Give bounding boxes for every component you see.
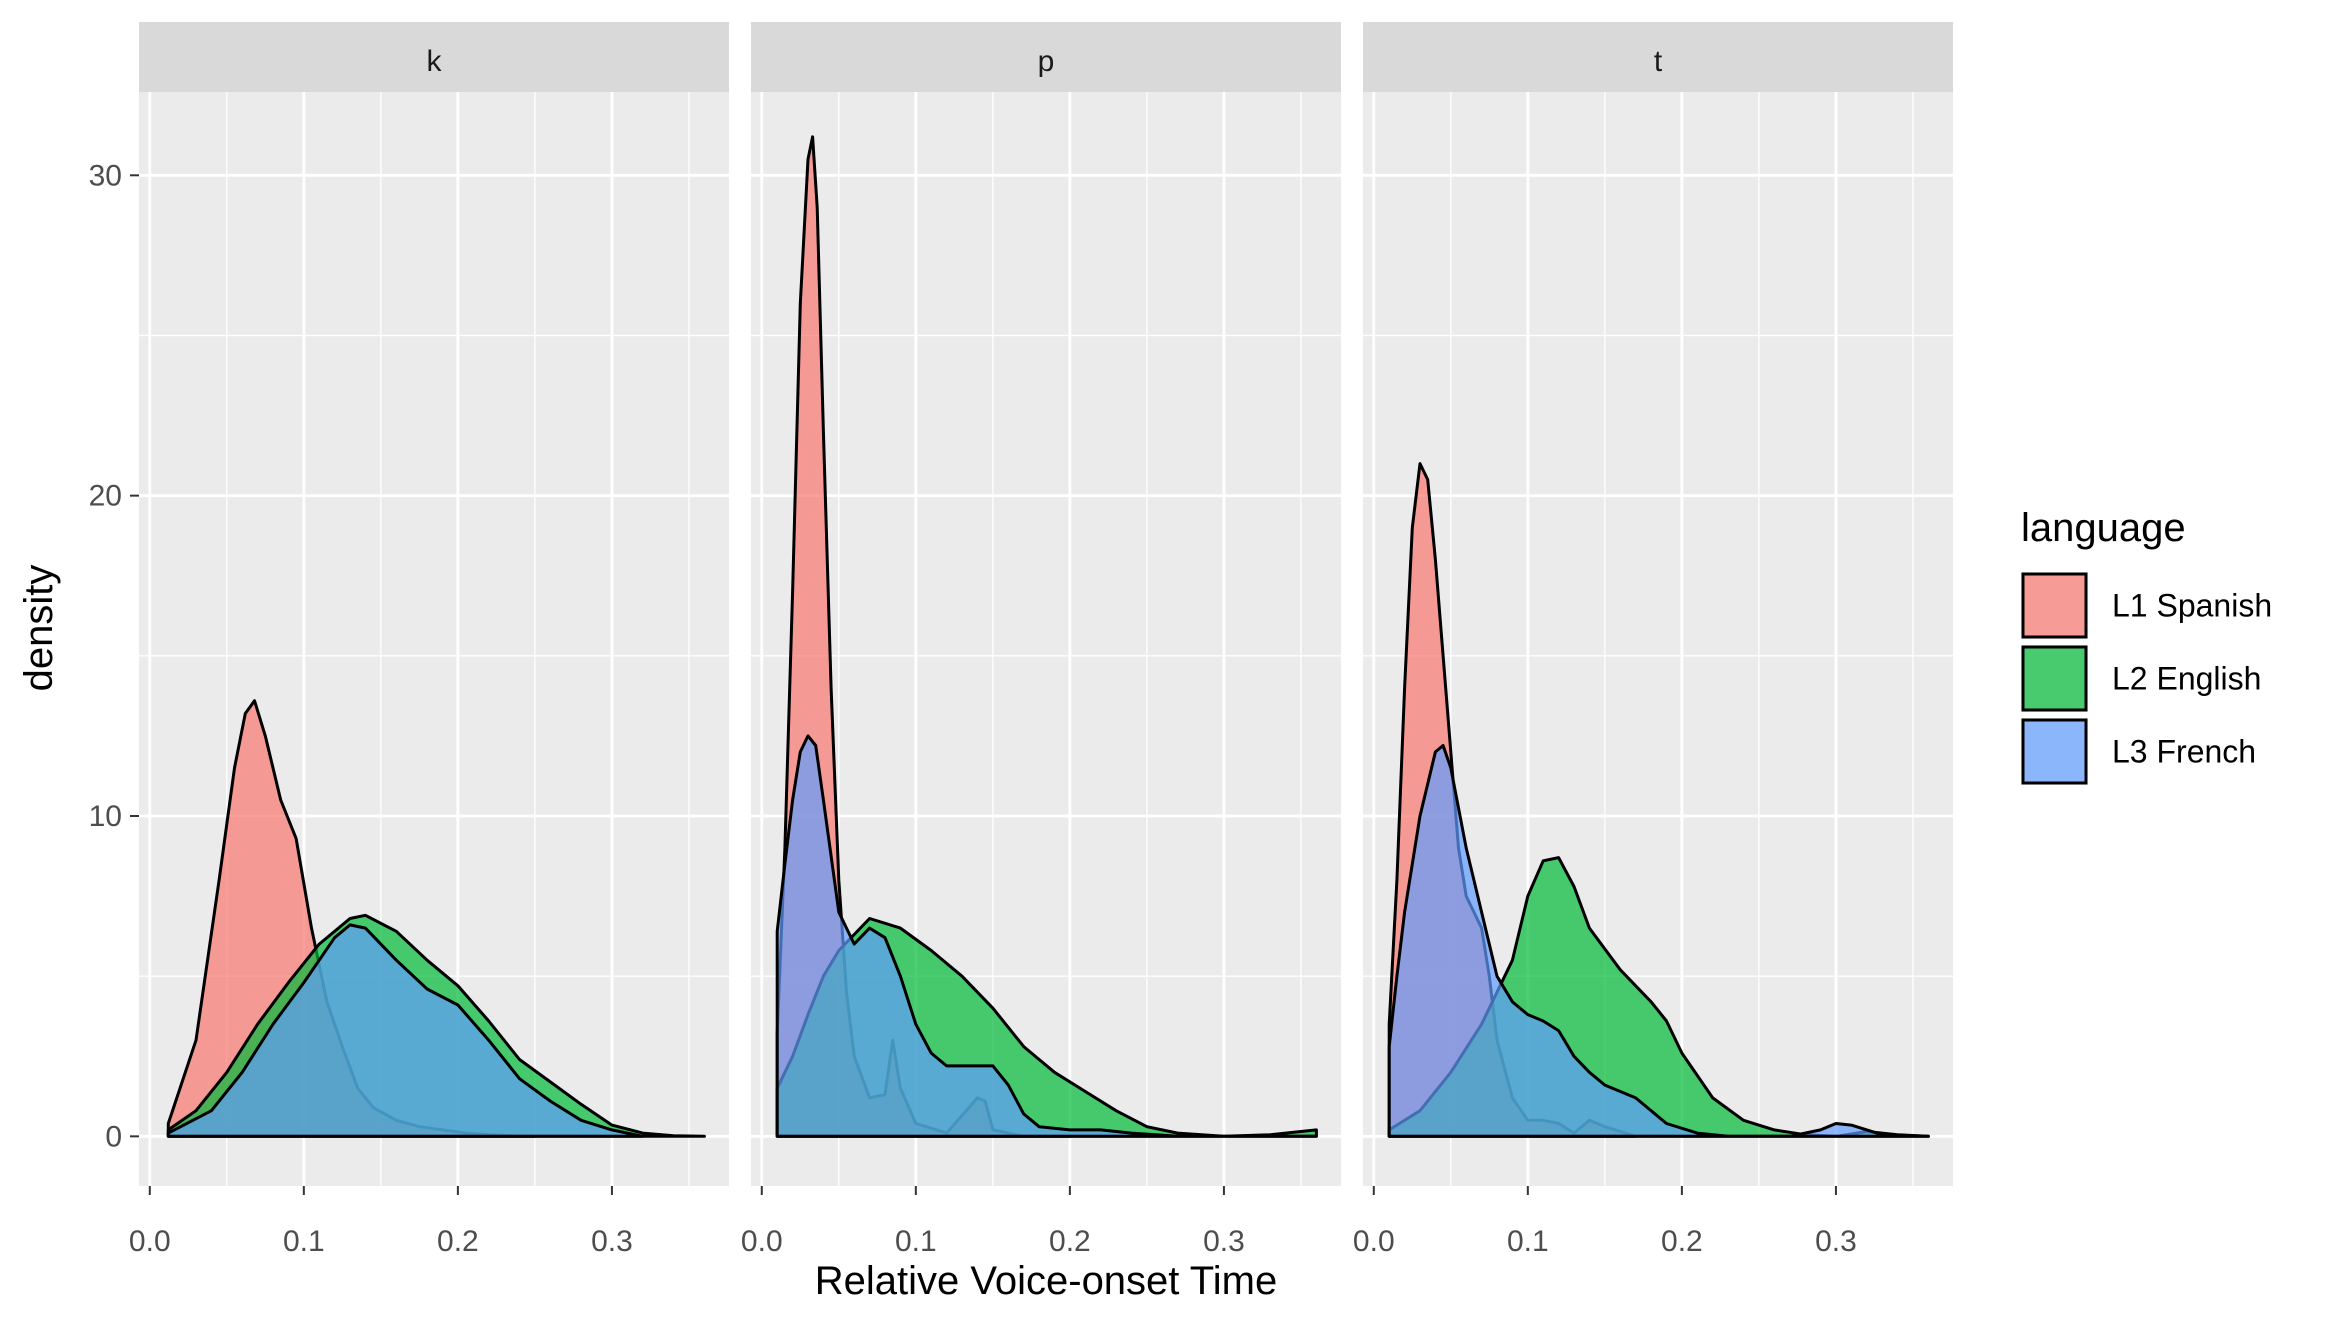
facet-strip [751, 22, 1341, 92]
x-axis-title: Relative Voice-onset Time [815, 1259, 1277, 1303]
x-tick-label: 0.3 [591, 1225, 633, 1258]
y-tick-label: 30 [89, 159, 122, 192]
y-tick-label: 10 [89, 800, 122, 833]
x-tick-label: 0.2 [437, 1225, 479, 1258]
facet-strip-label: k [427, 45, 443, 78]
x-tick-label: 0.2 [1661, 1225, 1703, 1258]
facet-strip [1363, 22, 1953, 92]
legend: language L1 Spanish L2 English L3 French [2021, 506, 2272, 785]
x-tick-label: 0.2 [1049, 1225, 1091, 1258]
facet-strip [139, 22, 729, 92]
x-tick-label: 0.3 [1203, 1225, 1245, 1258]
x-tick-label: 0.1 [1507, 1225, 1549, 1258]
facet-panel-t: t 0.0 0.1 0.2 0.3 [1353, 22, 1953, 1258]
facet-panel-k: k 0.0 0.1 0.2 0.3 [129, 22, 729, 1258]
legend-label-l1-spanish: L1 Spanish [2112, 588, 2272, 624]
y-axis-title: density [17, 565, 61, 692]
legend-swatch-l1-spanish [2021, 572, 2088, 639]
density-area-l3-french [775, 734, 1318, 1138]
x-tick-label: 0.0 [1353, 1225, 1395, 1258]
density-area-l3-french [1387, 744, 1930, 1138]
legend-label-l3-french: L3 French [2112, 734, 2256, 770]
y-axis: 0 10 20 30 [89, 159, 139, 1153]
legend-swatch-l3-french [2021, 718, 2088, 785]
legend-label-l2-english: L2 English [2112, 661, 2261, 697]
density-area-l3-french [166, 923, 645, 1138]
x-tick-label: 0.0 [129, 1225, 171, 1258]
y-tick-label: 20 [89, 480, 122, 513]
x-tick-label: 0.1 [895, 1225, 937, 1258]
y-tick-label: 0 [105, 1120, 122, 1153]
facet-panels: k 0.0 0.1 0.2 0.3 p 0.0 0.1 0.2 0.3 t 0.0 0.1 0.2 0.3 [129, 22, 1953, 1258]
facet-panel-p: p 0.0 0.1 0.2 0.3 [741, 22, 1341, 1258]
x-tick-label: 0.1 [283, 1225, 325, 1258]
x-tick-label: 0.0 [741, 1225, 783, 1258]
legend-swatch-l2-english [2021, 645, 2088, 712]
x-tick-label: 0.3 [1815, 1225, 1857, 1258]
facet-strip-label: p [1038, 45, 1055, 78]
facet-strip-label: t [1654, 45, 1663, 78]
legend-title: language [2021, 506, 2186, 550]
